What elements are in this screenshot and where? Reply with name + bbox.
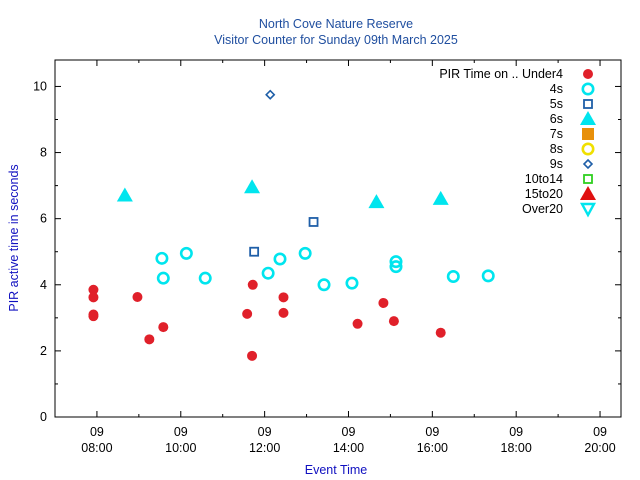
y-tick-label: 10 [33, 79, 47, 93]
data-point-4s [317, 278, 331, 292]
x-axis-label: Event Time [305, 463, 368, 477]
x-tick-time: 20:00 [584, 441, 615, 455]
y-tick-label: 0 [40, 410, 47, 424]
x-tick-day: 09 [342, 425, 356, 439]
data-point-under4 [435, 327, 446, 338]
x-tick-day: 09 [258, 425, 272, 439]
data-point-4s [179, 246, 193, 260]
x-tick-time: 10:00 [165, 441, 196, 455]
data-point-under4 [278, 307, 289, 318]
data-point-6s [368, 194, 385, 209]
legend-label: PIR Time on .. Under4 [439, 67, 563, 81]
legend-label: 15to20 [525, 187, 563, 201]
data-point-4s [389, 255, 403, 269]
data-point-5s [308, 217, 319, 227]
legend-marker-9s [582, 158, 594, 170]
data-point-under4 [352, 318, 363, 329]
legend-label: Over20 [522, 202, 563, 216]
data-point-under4 [88, 311, 99, 322]
data-point-under4 [144, 334, 155, 345]
data-point-under4 [247, 279, 258, 290]
legend-marker-under4 [583, 69, 593, 79]
x-tick-day: 09 [174, 425, 188, 439]
data-point-4s [156, 271, 170, 285]
legend-label: 10to14 [525, 172, 563, 186]
data-points [88, 89, 495, 361]
chart-subtitle: Visitor Counter for Sunday 09th March 20… [214, 33, 458, 47]
data-point-under4 [388, 316, 399, 327]
x-tick-day: 09 [593, 425, 607, 439]
data-point-4s [345, 276, 359, 290]
legend-label: 5s [550, 97, 563, 111]
data-point-4s [155, 251, 169, 265]
legend-label: 9s [550, 157, 563, 171]
legend-marker-4s [581, 82, 595, 96]
legend-marker-6s [580, 111, 596, 125]
y-axis: 0 2 4 6 8 10 [33, 79, 621, 424]
data-point-6s [116, 187, 133, 202]
x-tick-time: 16:00 [417, 441, 448, 455]
data-point-6s [432, 190, 449, 205]
legend-marker-over20 [579, 202, 597, 218]
x-tick-time: 12:00 [249, 441, 280, 455]
legend: PIR Time on .. Under44s5s6s7s8s9s10to141… [439, 67, 597, 218]
x-tick-day: 09 [509, 425, 523, 439]
legend-label: 7s [550, 127, 563, 141]
legend-label: 6s [550, 112, 563, 126]
data-point-4s [273, 252, 287, 266]
data-point-under4 [278, 292, 289, 303]
x-tick-time: 18:00 [501, 441, 532, 455]
x-tick-time: 14:00 [333, 441, 364, 455]
x-tick-day: 09 [90, 425, 104, 439]
y-tick-label: 2 [40, 344, 47, 358]
legend-marker-8s [581, 142, 595, 156]
y-tick-label: 4 [40, 278, 47, 292]
y-axis-label: PIR active time in seconds [7, 164, 21, 311]
legend-marker-10to14 [583, 174, 593, 184]
data-point-4s [389, 260, 403, 274]
y-tick-label: 6 [40, 212, 47, 226]
legend-marker-5s [583, 99, 593, 109]
data-point-under4 [132, 292, 143, 303]
legend-marker-7s [582, 128, 594, 140]
x-tick-time: 08:00 [81, 441, 112, 455]
data-point-4s [481, 269, 495, 283]
data-point-under4 [158, 322, 169, 333]
y-tick-label: 8 [40, 146, 47, 160]
data-point-under4 [247, 350, 258, 361]
data-point-9s [265, 89, 276, 100]
legend-label: 4s [550, 82, 563, 96]
data-point-4s [446, 270, 460, 284]
data-point-5s [249, 246, 260, 257]
data-point-under4 [378, 297, 389, 308]
data-point-4s [261, 266, 275, 280]
chart-title: North Cove Nature Reserve [259, 17, 413, 31]
x-tick-day: 09 [425, 425, 439, 439]
legend-marker-15to20 [580, 186, 596, 200]
x-axis: 09 08:00 09 10:00 09 12:00 09 14:00 09 16:00 09 18:… [54, 60, 616, 455]
data-point-under4 [88, 292, 99, 303]
data-point-4s [198, 271, 212, 285]
data-point-under4 [88, 284, 99, 295]
data-point-under4 [242, 308, 253, 319]
data-point-4s [298, 246, 312, 260]
plot-frame [54, 59, 622, 418]
legend-label: 8s [550, 142, 563, 156]
data-point-6s [244, 179, 261, 194]
